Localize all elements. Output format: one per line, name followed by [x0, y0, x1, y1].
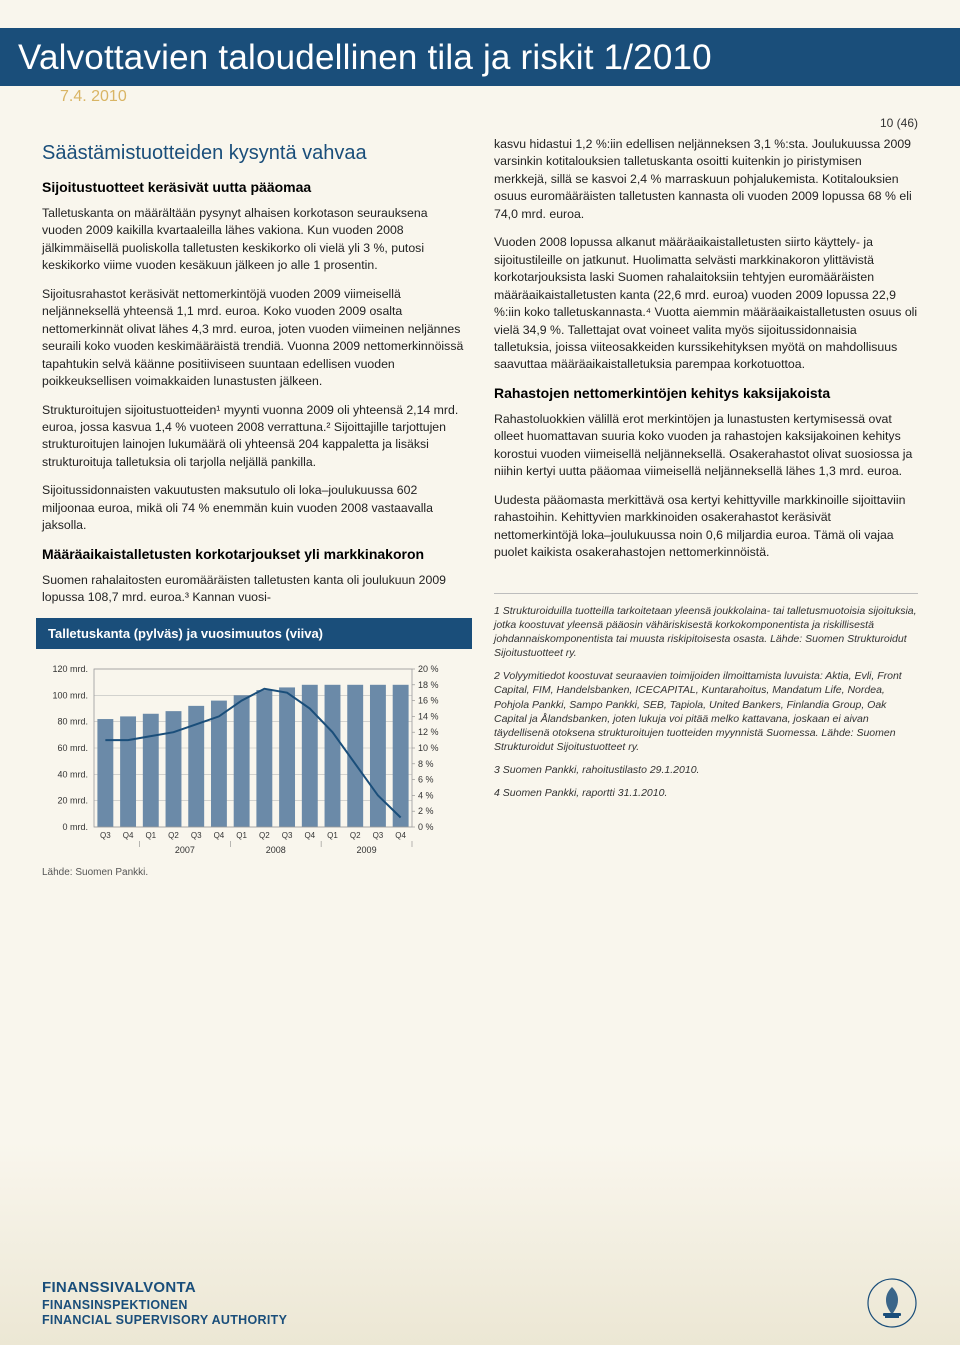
footer-line-fi: FINANSSIVALVONTA — [42, 1279, 287, 1298]
chart-source: Lähde: Suomen Pankki. — [42, 867, 466, 878]
svg-text:20 %: 20 % — [418, 664, 439, 674]
svg-text:8 %: 8 % — [418, 758, 434, 768]
svg-text:Q1: Q1 — [145, 831, 156, 840]
svg-text:0 mrd.: 0 mrd. — [62, 822, 88, 832]
body-para: Rahastoluokkien välillä erot merkintöjen… — [494, 411, 918, 481]
deposit-chart: 0 mrd. 20 mrd. 40 mrd. 60 mrd. 80 mrd. 100 mr… — [42, 661, 462, 861]
page-number: 10 (46) — [42, 116, 918, 130]
svg-text:12 %: 12 % — [418, 727, 439, 737]
footer-line-sv: FINANSINSPEKTIONEN — [42, 1298, 287, 1314]
footnote-4: 4 Suomen Pankki, raportti 31.1.2010. — [494, 786, 918, 800]
svg-text:80 mrd.: 80 mrd. — [57, 716, 88, 726]
page-footer: FINANSSIVALVONTA FINANSINSPEKTIONEN FINA… — [42, 1277, 918, 1329]
svg-text:Q2: Q2 — [168, 831, 179, 840]
svg-text:100 mrd.: 100 mrd. — [52, 690, 88, 700]
svg-text:16 %: 16 % — [418, 695, 439, 705]
svg-text:14 %: 14 % — [418, 711, 439, 721]
svg-text:20 mrd.: 20 mrd. — [57, 795, 88, 805]
body-para: Sijoitussidonnaisten vakuutusten maksutu… — [42, 482, 466, 534]
section-heading: Säästämistuotteiden kysyntä vahvaa — [42, 142, 466, 165]
svg-text:4 %: 4 % — [418, 790, 434, 800]
svg-text:60 mrd.: 60 mrd. — [57, 743, 88, 753]
svg-text:40 mrd.: 40 mrd. — [57, 769, 88, 779]
svg-text:Q3: Q3 — [373, 831, 384, 840]
svg-text:Q2: Q2 — [259, 831, 270, 840]
subheading-1: Sijoitustuotteet keräsivät uutta pääomaa — [42, 179, 466, 195]
svg-text:Q2: Q2 — [350, 831, 361, 840]
svg-text:Q3: Q3 — [100, 831, 111, 840]
svg-text:Q1: Q1 — [327, 831, 338, 840]
chart-container: 0 mrd. 20 mrd. 40 mrd. 60 mrd. 80 mrd. 100 mr… — [42, 661, 466, 878]
right-column: kasvu hidastui 1,2 %:iin edellisen neljä… — [494, 136, 918, 878]
body-para: Vuoden 2008 lopussa alkanut määräaikaist… — [494, 234, 918, 374]
subheading-3: Rahastojen nettomerkintöjen kehitys kaks… — [494, 385, 918, 401]
svg-text:0 %: 0 % — [418, 822, 434, 832]
svg-text:Q4: Q4 — [304, 831, 315, 840]
footnote-divider — [494, 593, 918, 594]
body-para: Talletuskanta on määrältään pysynyt alha… — [42, 205, 466, 275]
body-para: Strukturoitujen sijoitustuotteiden¹ myyn… — [42, 402, 466, 472]
footer-line-en: FINANCIAL SUPERVISORY AUTHORITY — [42, 1313, 287, 1329]
left-column: Säästämistuotteiden kysyntä vahvaa Sijoi… — [42, 136, 466, 878]
body-para: kasvu hidastui 1,2 %:iin edellisen neljä… — [494, 136, 918, 223]
body-para: Sijoitusrahastot keräsivät nettomerkintö… — [42, 286, 466, 391]
body-para: Suomen rahalaitosten euromääräisten tall… — [42, 572, 466, 607]
svg-text:Q1: Q1 — [236, 831, 247, 840]
footnote-1: 1 Strukturoiduilla tuotteilla tarkoiteta… — [494, 604, 918, 661]
footnote-3: 3 Suomen Pankki, rahoitustilasto 29.1.20… — [494, 763, 918, 777]
svg-text:2 %: 2 % — [418, 806, 434, 816]
svg-text:Q4: Q4 — [123, 831, 134, 840]
footnote-2: 2 Volyymitiedot koostuvat seuraavien toi… — [494, 669, 918, 754]
footer-logo-icon — [866, 1277, 918, 1329]
svg-text:6 %: 6 % — [418, 774, 434, 784]
body-para: Uudesta pääomasta merkittävä osa kertyi … — [494, 492, 918, 562]
svg-text:Q3: Q3 — [282, 831, 293, 840]
report-date: 7.4. 2010 — [42, 88, 918, 106]
svg-text:2007: 2007 — [175, 845, 195, 855]
svg-text:10 %: 10 % — [418, 743, 439, 753]
svg-text:2009: 2009 — [357, 845, 377, 855]
authority-name: FINANSSIVALVONTA FINANSINSPEKTIONEN FINA… — [42, 1279, 287, 1329]
svg-text:18 %: 18 % — [418, 679, 439, 689]
svg-text:Q3: Q3 — [191, 831, 202, 840]
report-title: Valvottavien taloudellinen tila ja riski… — [18, 38, 942, 78]
svg-text:Q4: Q4 — [395, 831, 406, 840]
title-banner: Valvottavien taloudellinen tila ja riski… — [0, 28, 960, 86]
content-columns: Säästämistuotteiden kysyntä vahvaa Sijoi… — [42, 136, 918, 878]
subheading-2: Määräaikaistalletusten korkotarjoukset y… — [42, 546, 466, 562]
svg-text:120 mrd.: 120 mrd. — [52, 664, 88, 674]
chart-title: Talletuskanta (pylväs) ja vuosimuutos (v… — [36, 618, 472, 649]
page: Valvottavien taloudellinen tila ja riski… — [0, 0, 960, 1345]
svg-text:2008: 2008 — [266, 845, 286, 855]
svg-text:Q4: Q4 — [214, 831, 225, 840]
footnotes: 1 Strukturoiduilla tuotteilla tarkoiteta… — [494, 604, 918, 801]
